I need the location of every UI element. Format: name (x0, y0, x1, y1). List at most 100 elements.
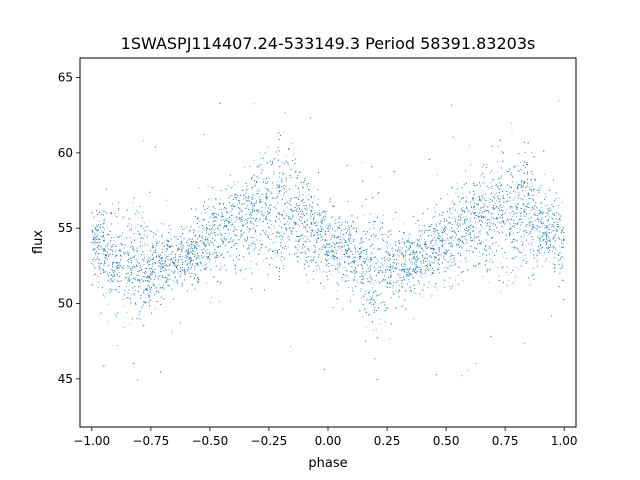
data-point (462, 193, 463, 194)
data-point (185, 273, 186, 275)
data-point (353, 262, 355, 264)
data-point (249, 228, 251, 230)
data-point (423, 273, 425, 274)
data-point (108, 243, 110, 245)
data-point (514, 277, 516, 279)
data-point (253, 160, 255, 162)
data-point (413, 242, 415, 244)
data-point (458, 275, 460, 277)
data-point (511, 122, 513, 124)
data-point (369, 274, 371, 276)
data-point (468, 221, 469, 223)
data-point (482, 241, 484, 243)
data-point (517, 203, 518, 205)
data-point (401, 252, 402, 254)
data-point (533, 190, 534, 192)
data-point (520, 224, 522, 226)
data-point (146, 234, 148, 236)
data-point (372, 261, 374, 263)
data-point (451, 242, 452, 244)
data-point (480, 241, 482, 243)
data-point (511, 231, 513, 233)
data-point (142, 140, 144, 142)
data-point (316, 269, 318, 270)
data-point (277, 232, 279, 233)
data-point (372, 282, 374, 284)
data-point (99, 241, 100, 243)
data-point (254, 209, 255, 211)
data-point (360, 248, 361, 250)
data-point (287, 164, 289, 166)
data-point (430, 274, 432, 275)
data-point (276, 201, 278, 203)
data-point (474, 209, 476, 210)
data-point (100, 227, 101, 229)
data-point (397, 253, 399, 255)
data-point (190, 239, 191, 240)
data-point (356, 257, 358, 259)
data-point (96, 230, 98, 231)
data-point (277, 202, 279, 204)
data-point (497, 145, 499, 147)
data-point (537, 237, 538, 239)
data-point (415, 222, 417, 224)
data-point (267, 176, 269, 178)
data-point (323, 229, 325, 231)
data-point (94, 244, 96, 246)
data-point (230, 241, 232, 242)
data-point (133, 255, 135, 257)
data-point (118, 281, 120, 282)
data-point (236, 219, 238, 221)
data-point (114, 313, 116, 315)
data-point (488, 281, 490, 283)
data-point (339, 248, 341, 249)
data-point (270, 238, 272, 240)
data-point (228, 221, 230, 223)
data-point (93, 247, 95, 249)
data-point (281, 173, 283, 175)
data-point (551, 232, 552, 234)
data-point (466, 202, 468, 203)
data-point (460, 214, 462, 216)
data-point (360, 288, 362, 289)
data-point (149, 263, 151, 265)
data-point (333, 252, 335, 253)
data-point (176, 250, 178, 252)
data-point (99, 267, 101, 269)
data-point (498, 198, 499, 200)
data-point (408, 268, 410, 269)
data-point (304, 208, 306, 209)
data-point (239, 211, 241, 213)
data-point (339, 236, 341, 238)
data-point (332, 216, 334, 218)
data-point (127, 261, 129, 262)
data-point (207, 237, 209, 239)
data-point (367, 257, 368, 259)
data-point (451, 265, 453, 267)
data-point (199, 241, 201, 243)
data-point (213, 219, 215, 221)
data-point (527, 172, 529, 174)
data-point (516, 212, 518, 214)
data-point (498, 182, 500, 184)
data-point (189, 262, 191, 264)
data-point (261, 207, 263, 208)
data-point (562, 267, 563, 268)
data-point (277, 181, 278, 182)
data-point (503, 222, 504, 224)
data-point (530, 252, 531, 253)
data-point (487, 211, 489, 213)
data-point (265, 231, 267, 233)
data-point (186, 250, 188, 252)
data-point (143, 254, 145, 255)
data-point (369, 213, 371, 215)
data-point (398, 241, 400, 242)
data-point (353, 294, 354, 296)
data-point (474, 240, 476, 242)
data-point (441, 244, 443, 246)
data-point (282, 172, 284, 174)
data-point (99, 241, 101, 243)
data-point (547, 208, 548, 210)
data-point (434, 244, 436, 245)
data-point (381, 270, 383, 272)
